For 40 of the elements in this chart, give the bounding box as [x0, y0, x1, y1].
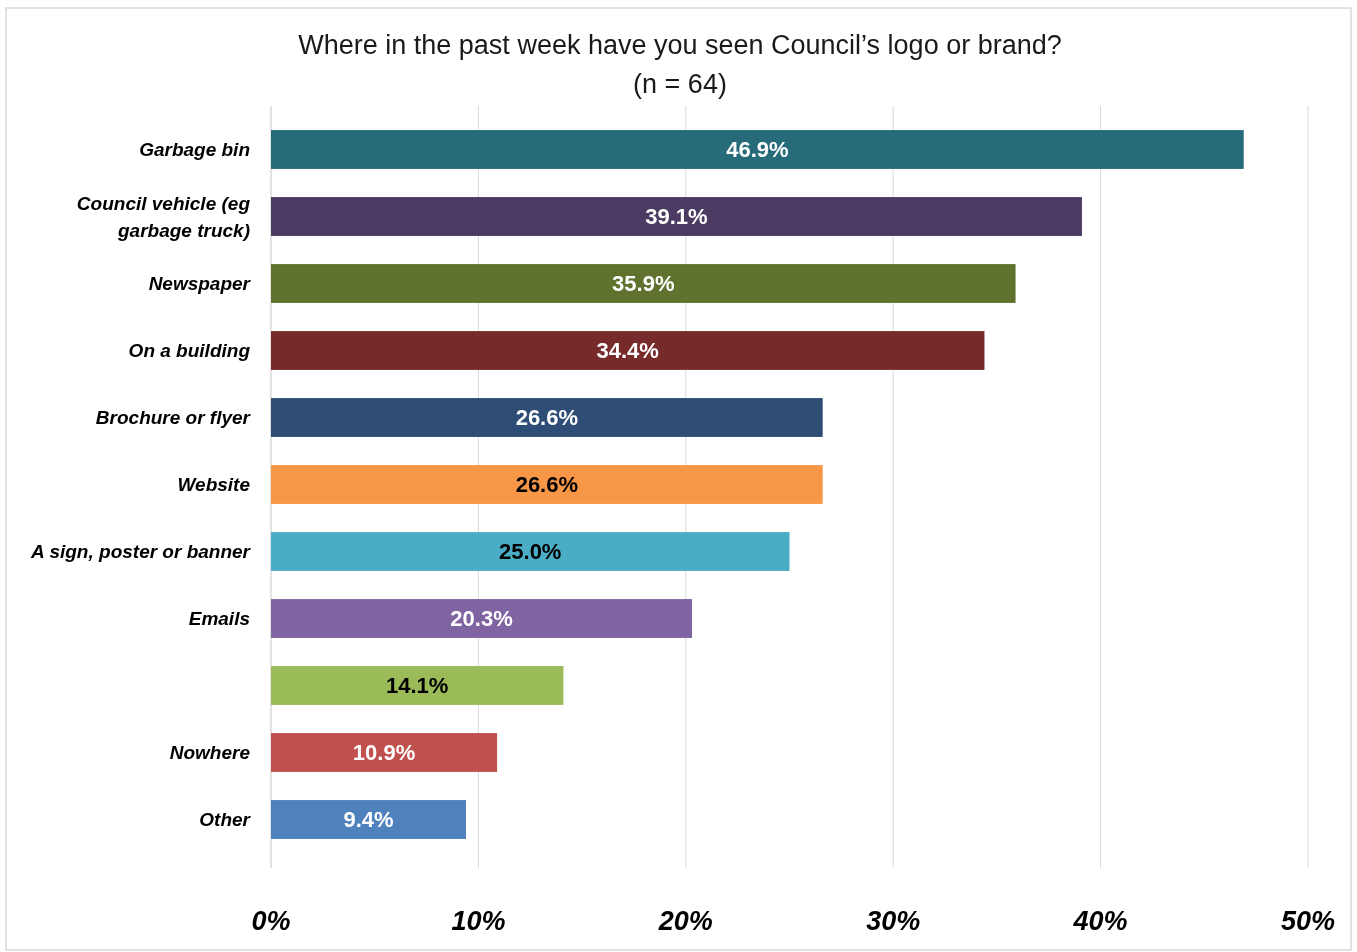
data-label: 14.1% — [386, 673, 449, 699]
x-tick-label: 0% — [251, 906, 291, 936]
data-label: 46.9% — [726, 137, 789, 163]
y-tick-label: Nowhere — [169, 742, 251, 764]
bar — [271, 666, 564, 705]
bar — [271, 264, 1016, 303]
bar — [271, 599, 693, 638]
x-tick-label: 10% — [451, 906, 506, 936]
data-label: 26.6% — [515, 405, 579, 431]
y-tick-label: On a building — [128, 340, 251, 362]
data-label: 9.4% — [343, 807, 394, 833]
chart-subtitle: (n = 64) — [633, 69, 727, 99]
y-tick-label: A sign, poster or banner — [30, 541, 252, 563]
x-tick-label: 20% — [657, 906, 713, 936]
data-label: 20.3% — [450, 606, 513, 632]
bar — [271, 532, 790, 571]
bar — [271, 130, 1244, 169]
y-tick-label: Council vehicle (eg garbage truck) — [76, 192, 251, 241]
x-tick-label: 50% — [1280, 906, 1336, 936]
y-tick-label: Brochure or flyer — [95, 407, 252, 429]
data-label: 10.9% — [352, 740, 416, 766]
bar — [271, 800, 466, 839]
x-tick-label: 40% — [1072, 906, 1128, 936]
y-tick-label: Other — [199, 809, 252, 831]
x-tick-label: 30% — [866, 906, 921, 936]
y-tick-label: Garbage bin — [139, 139, 250, 161]
y-tick-label: Website — [177, 474, 251, 496]
bar — [271, 465, 823, 504]
data-label: 34.4% — [596, 338, 659, 364]
bar — [271, 331, 985, 370]
bar — [271, 197, 1082, 236]
bar — [271, 733, 498, 772]
y-tick-label: Newspaper — [148, 273, 252, 295]
chart-title: Where in the past week have you seen Council’s logo or brand? — [298, 30, 1062, 60]
y-tick-label: Emails — [188, 608, 250, 630]
data-label: 26.6% — [515, 472, 579, 498]
data-label: 35.9% — [612, 271, 675, 297]
data-label: 25.0% — [499, 539, 562, 565]
bar — [271, 398, 823, 437]
data-label: 39.1% — [645, 204, 708, 230]
